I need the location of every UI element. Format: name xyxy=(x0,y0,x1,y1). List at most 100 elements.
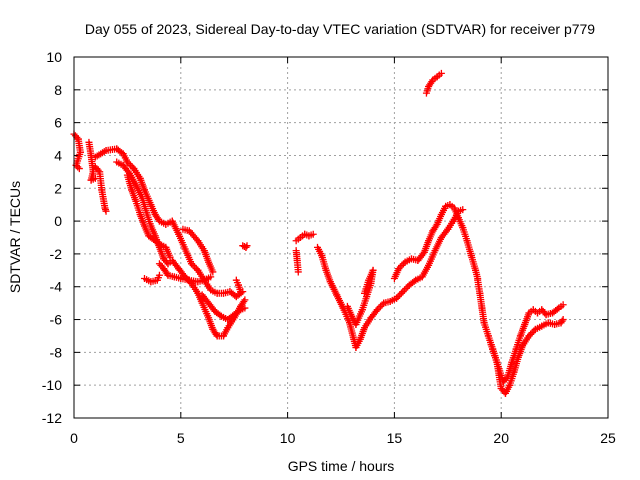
data-point-marker xyxy=(191,263,199,271)
data-point-marker xyxy=(502,375,510,383)
axis-ticks: 0 5 10 15 20 25 -12 -10 -8 -6 -4 -2 0 2 4 6 8 10 xyxy=(42,49,616,446)
data-point-marker xyxy=(397,289,405,297)
data-point-marker xyxy=(525,332,533,340)
series-track-h xyxy=(155,260,215,286)
plot-border xyxy=(73,56,609,419)
data-point-marker xyxy=(155,271,163,279)
data-point-marker xyxy=(73,133,81,141)
data-point-marker xyxy=(558,317,566,325)
data-point-marker xyxy=(241,296,249,304)
data-point-marker xyxy=(309,230,317,238)
data-point-marker xyxy=(235,307,243,315)
y-tick-label: -10 xyxy=(42,377,62,393)
data-point-marker xyxy=(395,265,403,273)
data-point-marker xyxy=(410,277,418,285)
data-point-marker xyxy=(207,273,215,281)
y-tick-label: 4 xyxy=(54,147,62,163)
data-points xyxy=(70,69,567,397)
y-tick-label: 2 xyxy=(54,180,62,196)
series-track-n xyxy=(292,247,302,276)
data-point-marker xyxy=(166,253,174,261)
series-track-j xyxy=(198,291,249,324)
x-tick-label: 25 xyxy=(600,430,616,446)
data-point-marker xyxy=(527,330,535,338)
data-point-marker xyxy=(396,263,404,271)
data-point-marker xyxy=(189,261,197,269)
y-tick-label: -12 xyxy=(42,410,62,426)
data-point-marker xyxy=(209,268,217,276)
y-tick-label: 10 xyxy=(46,49,62,65)
data-point-marker xyxy=(294,268,302,276)
data-point-marker xyxy=(396,291,404,299)
data-point-marker xyxy=(419,250,427,258)
y-axis-label: SDTVAR / TECUs xyxy=(7,181,23,293)
x-tick-label: 0 xyxy=(70,430,78,446)
y-tick-label: -2 xyxy=(50,246,63,262)
data-point-marker xyxy=(212,330,220,338)
data-point-marker xyxy=(402,284,410,292)
data-point-marker xyxy=(192,265,200,273)
series-track-c xyxy=(91,163,110,215)
data-point-marker xyxy=(394,293,402,301)
series-track-a xyxy=(70,130,84,173)
data-point-marker xyxy=(127,161,135,169)
data-point-marker xyxy=(241,304,249,312)
y-tick-label: -6 xyxy=(50,312,63,328)
series-track-k xyxy=(232,276,245,296)
data-point-marker xyxy=(192,235,200,243)
data-point-marker xyxy=(75,165,83,173)
y-tick-label: -8 xyxy=(50,344,63,360)
data-point-marker xyxy=(401,286,409,294)
chart-title: Day 055 of 2023, Sidereal Day-to-day VTE… xyxy=(85,21,595,37)
series-track-s xyxy=(474,276,567,397)
series-track-m xyxy=(292,230,317,245)
data-point-marker xyxy=(399,260,407,268)
series-track-g xyxy=(140,271,163,286)
data-point-marker xyxy=(150,236,158,244)
x-tick-label: 20 xyxy=(493,430,509,446)
data-point-marker xyxy=(559,316,567,324)
series-track-f xyxy=(123,171,174,261)
series-track-p xyxy=(343,266,377,328)
x-axis-label: GPS time / hours xyxy=(288,458,395,474)
y-tick-label: -4 xyxy=(50,279,63,295)
data-point-marker xyxy=(125,160,133,168)
series-track-o xyxy=(314,206,467,351)
data-point-marker xyxy=(553,305,561,313)
y-tick-label: 0 xyxy=(54,213,62,229)
data-point-marker xyxy=(360,289,368,297)
data-point-marker xyxy=(459,206,467,214)
data-point-marker xyxy=(393,294,401,302)
data-point-marker xyxy=(398,261,406,269)
data-point-marker xyxy=(187,260,195,268)
data-point-marker xyxy=(530,327,538,335)
data-point-marker xyxy=(216,311,224,319)
x-tick-label: 15 xyxy=(387,430,403,446)
data-point-marker xyxy=(128,163,136,171)
data-point-marker xyxy=(528,329,536,337)
data-point-marker xyxy=(443,227,451,235)
x-tick-label: 5 xyxy=(177,430,185,446)
data-point-marker xyxy=(243,242,251,250)
data-point-marker xyxy=(432,222,440,230)
data-point-marker xyxy=(377,302,385,310)
data-point-marker xyxy=(378,301,386,309)
series-track-l xyxy=(239,242,251,251)
data-point-marker xyxy=(94,166,102,174)
series-track-i xyxy=(179,225,217,276)
data-point-marker xyxy=(123,158,131,166)
data-point-marker xyxy=(437,69,445,77)
series-track-t xyxy=(487,301,567,386)
data-point-marker xyxy=(240,297,248,305)
data-point-marker xyxy=(242,243,250,251)
data-point-marker xyxy=(373,306,381,314)
y-tick-label: 8 xyxy=(54,82,62,98)
data-point-marker xyxy=(74,163,82,171)
data-point-marker xyxy=(399,288,407,296)
y-tick-label: 6 xyxy=(54,115,62,131)
series-track-r xyxy=(422,69,445,97)
data-point-marker xyxy=(559,301,567,309)
data-point-marker xyxy=(102,207,110,215)
